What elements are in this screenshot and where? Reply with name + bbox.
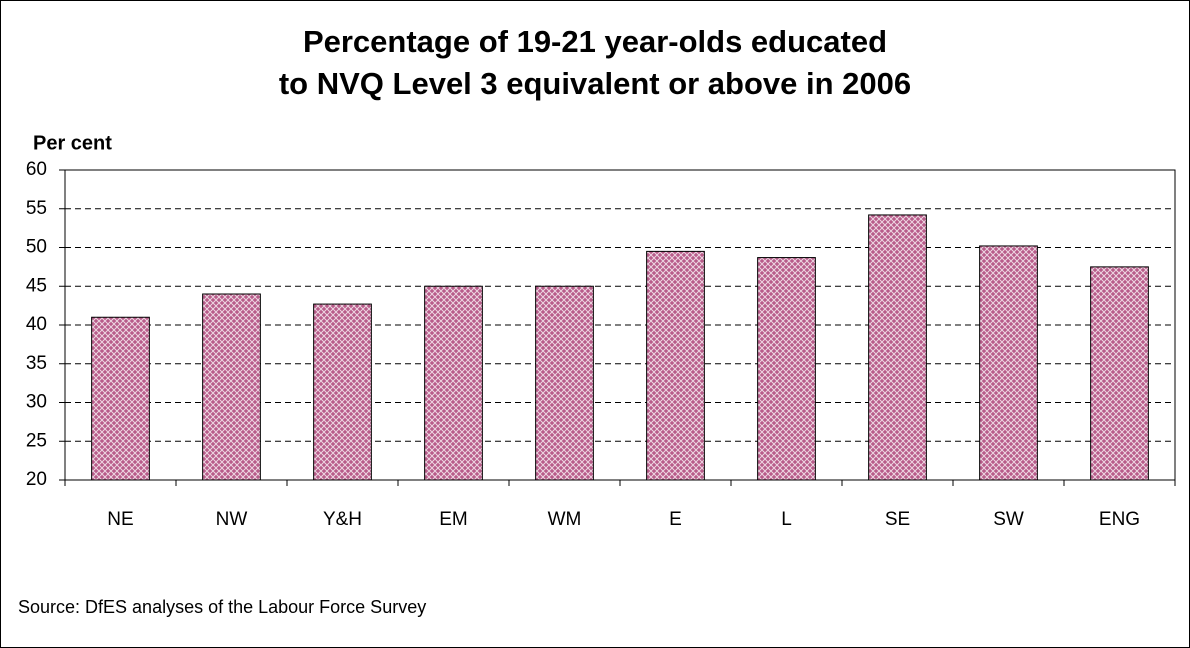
x-tick-label: EM bbox=[439, 509, 468, 530]
y-tick-label: 55 bbox=[26, 198, 47, 219]
source-note: Source: DfES analyses of the Labour Forc… bbox=[18, 597, 426, 617]
x-tick-label: WM bbox=[548, 509, 582, 530]
y-tick-label: 30 bbox=[26, 392, 47, 413]
y-tick-label: 50 bbox=[26, 237, 47, 258]
y-tick-label: 20 bbox=[26, 469, 47, 490]
bar bbox=[868, 214, 927, 481]
x-tick-label: NE bbox=[107, 509, 133, 530]
x-tick-label: Y&H bbox=[323, 509, 362, 530]
bar bbox=[91, 316, 150, 481]
bar bbox=[535, 285, 594, 481]
bar bbox=[313, 303, 372, 481]
chart-title: Percentage of 19-21 year-olds educated bbox=[303, 24, 887, 59]
bar bbox=[424, 285, 483, 481]
x-tick-label: SW bbox=[993, 509, 1024, 530]
y-tick-label: 60 bbox=[26, 159, 47, 180]
x-tick-label: ENG bbox=[1099, 509, 1140, 530]
x-tick-label: SE bbox=[885, 509, 910, 530]
bar bbox=[202, 293, 261, 481]
x-tick-label: E bbox=[669, 509, 682, 530]
y-tick-label: 35 bbox=[26, 353, 47, 374]
bar bbox=[646, 250, 705, 481]
x-tick-label: L bbox=[781, 509, 792, 530]
y-tick-label: 25 bbox=[26, 430, 47, 451]
chart-title: to NVQ Level 3 equivalent or above in 20… bbox=[279, 66, 911, 101]
y-tick-label: 45 bbox=[26, 275, 47, 296]
bar bbox=[979, 245, 1038, 481]
bar bbox=[757, 257, 816, 481]
bar bbox=[1090, 266, 1149, 481]
x-tick-label: NW bbox=[216, 509, 248, 530]
y-tick-label: 40 bbox=[26, 314, 47, 335]
y-axis-label: Per cent bbox=[33, 132, 112, 154]
